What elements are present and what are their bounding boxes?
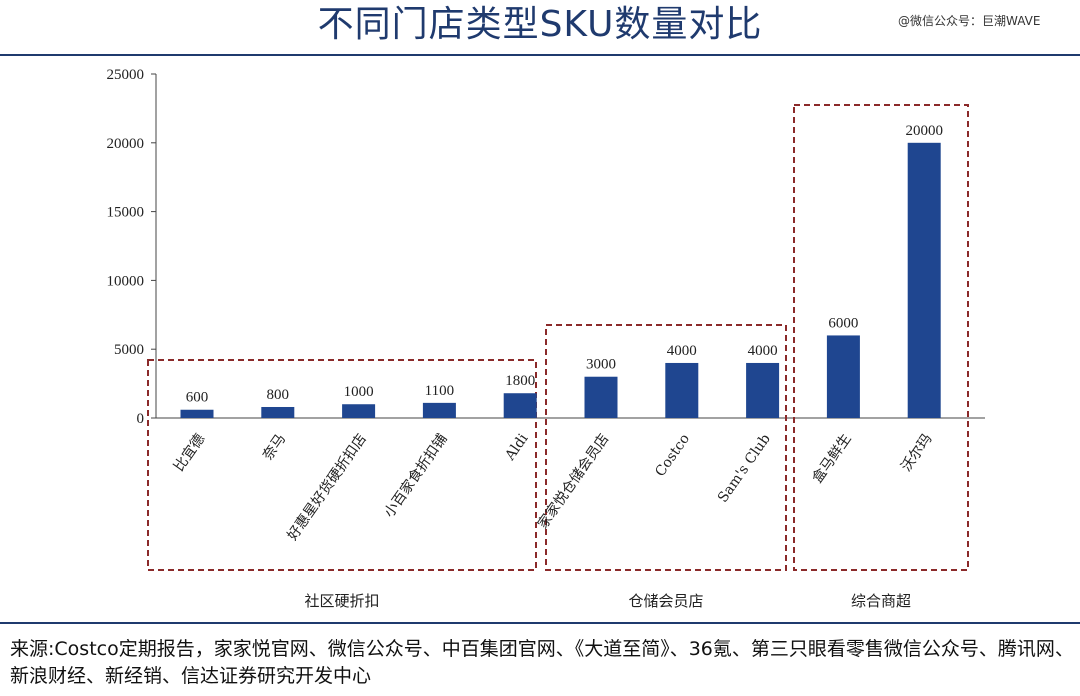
- bar: [422, 402, 456, 418]
- value-label: 600: [186, 390, 209, 406]
- group-label: 仓储会员店: [628, 592, 703, 610]
- bar: [907, 142, 941, 419]
- top-divider: [0, 54, 1080, 56]
- value-label: 3000: [586, 357, 616, 373]
- value-label: 800: [267, 387, 290, 403]
- bar: [180, 409, 214, 418]
- group-label: 社区硬折扣: [304, 592, 379, 610]
- y-tick-label: 15000: [107, 205, 145, 221]
- source-note: 来源:Costco定期报告，家家悦官网、微信公众号、中百集团官网、《大道至简》、…: [10, 638, 1074, 687]
- value-label: 1800: [505, 373, 535, 389]
- bar: [261, 406, 295, 418]
- bar: [746, 362, 780, 418]
- group-label: 综合商超: [851, 592, 911, 610]
- group-box: [545, 324, 787, 571]
- group-box: [793, 104, 969, 571]
- category-label: 奈马: [260, 431, 289, 463]
- category-label: 沃尔玛: [898, 431, 935, 475]
- category-label: Sam's Club: [715, 431, 774, 506]
- y-tick-label: 0: [137, 411, 145, 427]
- bar: [584, 376, 618, 418]
- y-tick-label: 25000: [107, 67, 145, 83]
- category-label: 好惠星好货硬折扣店: [284, 431, 370, 544]
- y-tick-label: 20000: [107, 136, 145, 152]
- value-label: 1000: [344, 384, 374, 400]
- value-label: 4000: [748, 343, 778, 359]
- value-label: 20000: [905, 123, 943, 139]
- category-label: Aldi: [502, 431, 532, 464]
- bar: [665, 362, 699, 418]
- bar: [342, 404, 376, 418]
- y-tick-label: 10000: [107, 273, 145, 289]
- value-label: 6000: [828, 315, 858, 331]
- bar-chart: 0 5000 10000 15000 20000 25000 社区硬折扣 仓储会员店 综合商超 6…: [107, 67, 985, 610]
- value-label: 4000: [667, 343, 697, 359]
- bar: [503, 393, 537, 418]
- group-box: [147, 359, 537, 571]
- watermark: @微信公众号：巨潮WAVE: [898, 14, 1041, 28]
- y-tick-label: 5000: [114, 342, 144, 358]
- category-label: Costco: [652, 431, 693, 480]
- category-label: 小百家食折扣铺: [381, 431, 451, 521]
- page-title: 不同门店类型SKU数量对比: [317, 4, 763, 45]
- category-label: 比宜德: [171, 431, 208, 475]
- category-label: 盒马鲜生: [809, 431, 855, 487]
- bottom-divider: [0, 622, 1080, 624]
- bar: [826, 335, 860, 418]
- value-label: 1100: [425, 383, 454, 399]
